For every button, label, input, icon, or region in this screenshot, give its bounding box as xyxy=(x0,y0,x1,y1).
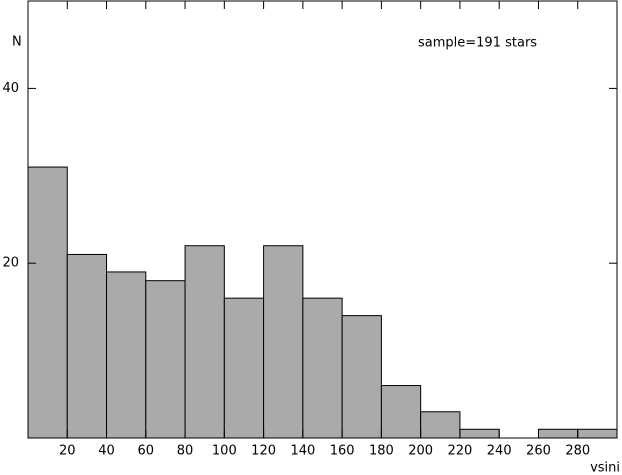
bar xyxy=(420,411,461,439)
x-tick-label: 100 xyxy=(212,444,237,459)
bar xyxy=(223,297,265,439)
y-axis-label: N xyxy=(12,35,22,50)
x-tick-label: 60 xyxy=(138,444,155,459)
bar xyxy=(66,253,108,439)
x-tick-label: 140 xyxy=(290,444,315,459)
x-tick-label: 220 xyxy=(448,444,473,459)
x-tick-label: 280 xyxy=(565,444,590,459)
x-tick-label: 240 xyxy=(487,444,512,459)
y-tick-label: 20 xyxy=(2,256,19,271)
bar xyxy=(263,245,304,439)
bar xyxy=(577,428,618,439)
x-tick-label: 40 xyxy=(98,444,115,459)
plot-frame xyxy=(27,0,618,439)
x-tick-label: 80 xyxy=(177,444,194,459)
annotation: sample=191 stars xyxy=(418,36,537,51)
bar xyxy=(459,428,500,439)
x-tick-label: 120 xyxy=(251,444,276,459)
x-axis-label: vsini xyxy=(590,461,620,475)
x-tick-label: 260 xyxy=(526,444,551,459)
x-tick-label: 20 xyxy=(59,444,76,459)
x-tick-label: 200 xyxy=(408,444,433,459)
bar xyxy=(145,280,186,439)
bar xyxy=(302,297,343,439)
bar xyxy=(537,428,579,439)
bar xyxy=(184,245,225,439)
x-tick-label: 160 xyxy=(330,444,355,459)
bar xyxy=(380,385,422,439)
x-tick-label: 180 xyxy=(369,444,394,459)
bar xyxy=(341,315,382,439)
y-tick-label: 40 xyxy=(2,81,19,96)
bar xyxy=(106,271,147,439)
bar xyxy=(27,166,68,439)
